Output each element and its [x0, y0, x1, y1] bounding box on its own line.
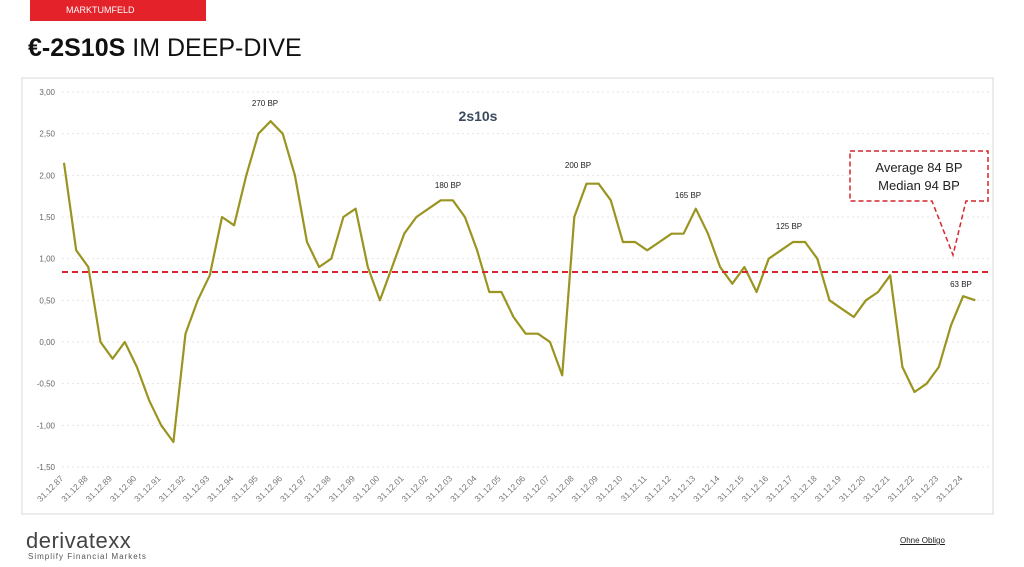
peak-label: 180 BP: [435, 181, 461, 190]
callout-box: [849, 150, 989, 258]
y-tick-label: 2,50: [39, 130, 55, 139]
peak-label: 125 BP: [776, 222, 802, 231]
y-tick-label: -0,50: [37, 380, 56, 389]
data-line: [62, 120, 976, 444]
peak-label: 63 BP: [950, 280, 972, 289]
callout-text: Median 94 BP: [878, 178, 960, 193]
y-tick-label: 2,00: [39, 171, 55, 180]
peak-label: 200 BP: [565, 161, 591, 170]
x-tick-label: 31.12.24: [934, 473, 965, 504]
y-tick-label: -1,50: [37, 463, 56, 472]
section-tag: MARKTUMFELD: [30, 0, 206, 21]
y-tick-label: 0,00: [39, 338, 55, 347]
title-bold: €-2S10S: [28, 34, 126, 62]
y-tick-label: 1,50: [39, 213, 55, 222]
slogan: Simplify Financial Markets: [28, 552, 147, 561]
chart-title: 2s10s: [459, 108, 498, 124]
callout-text: Average 84 BP: [875, 160, 962, 175]
disclaimer: Ohne Obligo: [900, 536, 945, 545]
title-rest: IM DEEP-DIVE: [132, 34, 302, 62]
x-tick-label: 31.12.10: [594, 473, 625, 504]
peak-label: 270 BP: [252, 99, 278, 108]
logo: derivatexx: [26, 528, 132, 553]
y-tick-label: 3,00: [39, 88, 55, 97]
y-tick-label: -1,00: [37, 421, 56, 430]
chart-frame: [21, 77, 994, 515]
y-tick-label: 1,00: [39, 255, 55, 264]
peak-label: 165 BP: [675, 191, 701, 200]
y-tick-label: 0,50: [39, 296, 55, 305]
slide-title: €-2S10S IM DEEP-DIVE: [28, 34, 302, 63]
